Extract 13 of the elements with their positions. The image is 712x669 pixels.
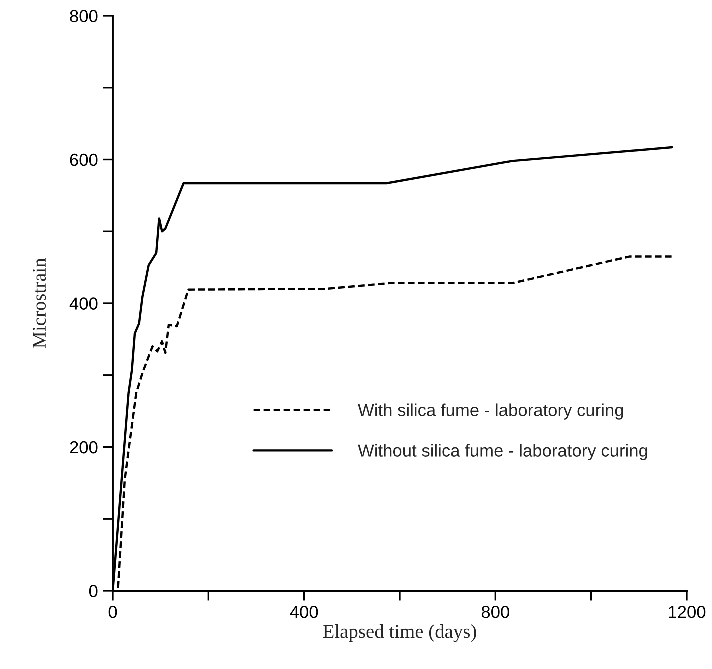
y-tick-label: 200 [70, 441, 98, 454]
x-tick-label: 0 [108, 606, 118, 618]
y-tick-label: 600 [70, 154, 98, 166]
y-tick-label: 0 [89, 585, 98, 598]
x-axis-title: Elapsed time (days) [323, 624, 476, 642]
y-axis-title: Microstrain [32, 258, 46, 348]
x-tick-label: 1200 [669, 606, 706, 618]
x-tick-label: 400 [290, 606, 318, 618]
x-tick-label: 800 [482, 606, 510, 618]
legend-label: Without silica fume - laboratory curing [358, 444, 648, 460]
y-tick-label: 400 [70, 298, 98, 310]
legend-label: With silica fume - laboratory curing [358, 404, 624, 420]
y-tick-label: 800 [70, 10, 98, 22]
